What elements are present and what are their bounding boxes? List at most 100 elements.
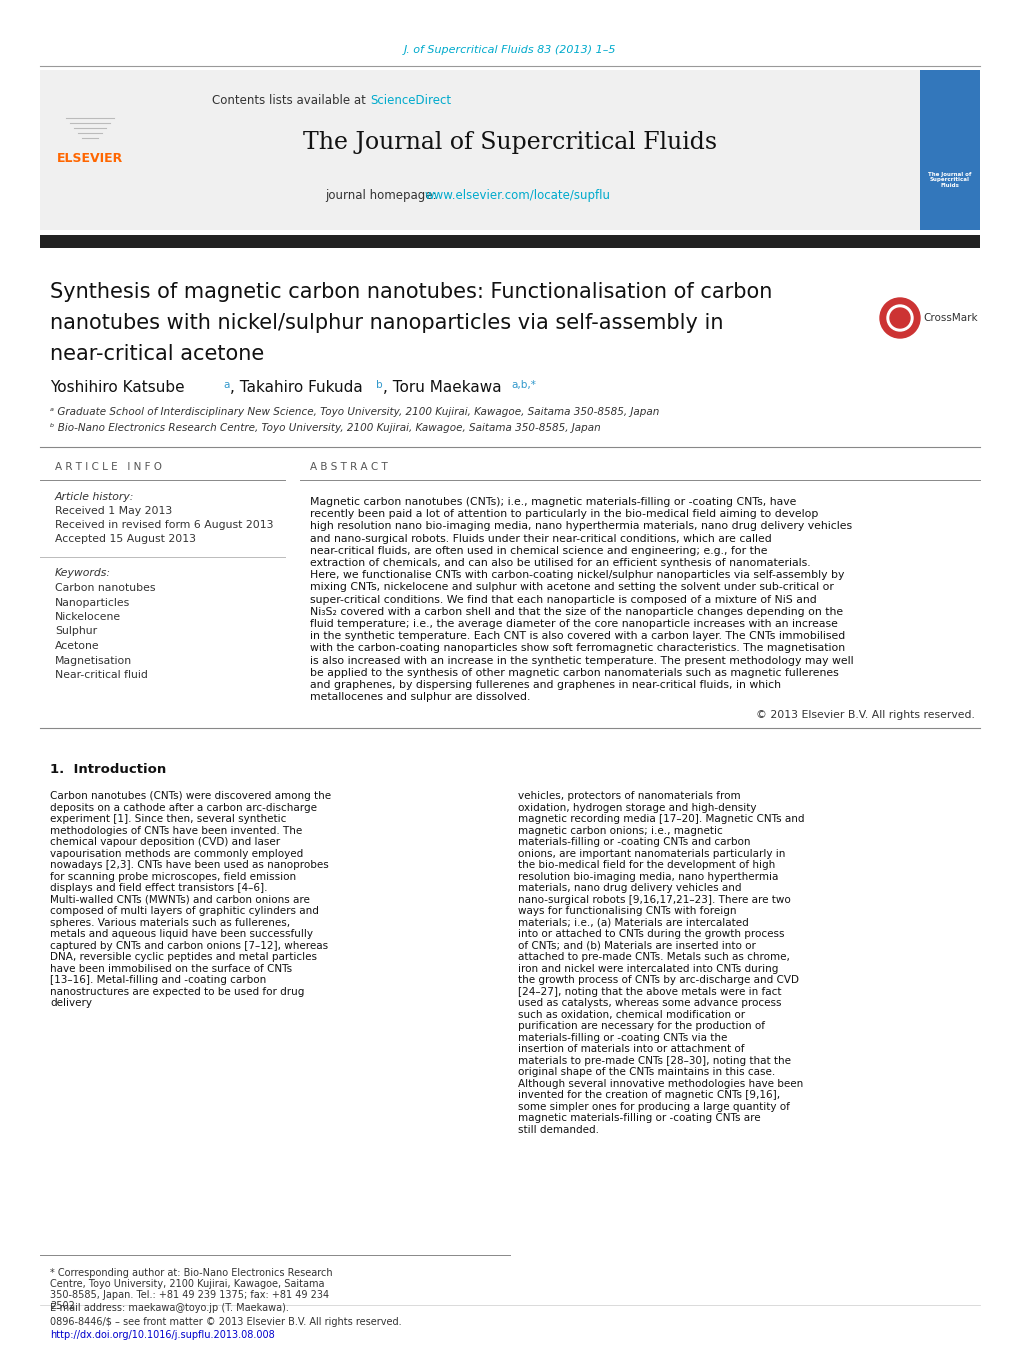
Bar bbox=[40, 235, 979, 249]
Text: metals and aqueous liquid have been successfully: metals and aqueous liquid have been succ… bbox=[50, 929, 313, 939]
Text: oxidation, hydrogen storage and high-density: oxidation, hydrogen storage and high-den… bbox=[518, 802, 756, 813]
Text: Received 1 May 2013: Received 1 May 2013 bbox=[55, 507, 172, 516]
Text: and graphenes, by dispersing fullerenes and graphenes in near-critical fluids, i: and graphenes, by dispersing fullerenes … bbox=[310, 680, 781, 690]
Text: ᵃ Graduate School of Interdisciplinary New Science, Toyo University, 2100 Kujira: ᵃ Graduate School of Interdisciplinary N… bbox=[50, 407, 658, 417]
Text: be applied to the synthesis of other magnetic carbon nanomaterials such as magne: be applied to the synthesis of other mag… bbox=[310, 667, 838, 678]
Text: Synthesis of magnetic carbon nanotubes: Functionalisation of carbon: Synthesis of magnetic carbon nanotubes: … bbox=[50, 282, 771, 303]
Text: materials; i.e., (a) Materials are intercalated: materials; i.e., (a) Materials are inter… bbox=[518, 917, 748, 928]
Text: iron and nickel were intercalated into CNTs during: iron and nickel were intercalated into C… bbox=[518, 963, 777, 974]
Text: 1.  Introduction: 1. Introduction bbox=[50, 763, 166, 777]
Text: chemical vapour deposition (CVD) and laser: chemical vapour deposition (CVD) and las… bbox=[50, 838, 280, 847]
Text: of CNTs; and (b) Materials are inserted into or: of CNTs; and (b) Materials are inserted … bbox=[518, 940, 755, 951]
Text: ELSEVIER: ELSEVIER bbox=[57, 153, 123, 165]
Text: Article history:: Article history: bbox=[55, 492, 135, 503]
Text: spheres. Various materials such as fullerenes,: spheres. Various materials such as fulle… bbox=[50, 917, 289, 928]
Text: delivery: delivery bbox=[50, 998, 92, 1008]
Text: magnetic recording media [17–20]. Magnetic CNTs and: magnetic recording media [17–20]. Magnet… bbox=[518, 815, 804, 824]
Text: with the carbon-coating nanoparticles show soft ferromagnetic characteristics. T: with the carbon-coating nanoparticles sh… bbox=[310, 643, 845, 654]
Text: experiment [1]. Since then, several synthetic: experiment [1]. Since then, several synt… bbox=[50, 815, 286, 824]
Text: ScienceDirect: ScienceDirect bbox=[370, 93, 450, 107]
Text: in the synthetic temperature. Each CNT is also covered with a carbon layer. The : in the synthetic temperature. Each CNT i… bbox=[310, 631, 845, 642]
Text: Sulphur: Sulphur bbox=[55, 627, 97, 636]
Text: 0896-8446/$ – see front matter © 2013 Elsevier B.V. All rights reserved.: 0896-8446/$ – see front matter © 2013 El… bbox=[50, 1317, 401, 1327]
Text: displays and field effect transistors [4–6].: displays and field effect transistors [4… bbox=[50, 884, 267, 893]
Circle shape bbox=[887, 305, 912, 331]
Text: materials-filling or -coating CNTs and carbon: materials-filling or -coating CNTs and c… bbox=[518, 838, 750, 847]
Text: www.elsevier.com/locate/supflu: www.elsevier.com/locate/supflu bbox=[425, 189, 610, 201]
Text: Multi-walled CNTs (MWNTs) and carbon onions are: Multi-walled CNTs (MWNTs) and carbon oni… bbox=[50, 894, 310, 905]
Text: J. of Supercritical Fluids 83 (2013) 1–5: J. of Supercritical Fluids 83 (2013) 1–5 bbox=[404, 45, 615, 55]
Text: Near-critical fluid: Near-critical fluid bbox=[55, 670, 148, 680]
Text: 350-8585, Japan. Tel.: +81 49 239 1375; fax: +81 49 234: 350-8585, Japan. Tel.: +81 49 239 1375; … bbox=[50, 1290, 329, 1300]
Text: http://dx.doi.org/10.1016/j.supflu.2013.08.008: http://dx.doi.org/10.1016/j.supflu.2013.… bbox=[50, 1329, 274, 1340]
Text: [13–16]. Metal-filling and -coating carbon: [13–16]. Metal-filling and -coating carb… bbox=[50, 975, 266, 985]
Text: materials, nano drug delivery vehicles and: materials, nano drug delivery vehicles a… bbox=[518, 884, 741, 893]
Text: materials to pre-made CNTs [28–30], noting that the: materials to pre-made CNTs [28–30], noti… bbox=[518, 1056, 790, 1066]
Circle shape bbox=[890, 308, 909, 328]
Text: near-critical fluids, are often used in chemical science and engineering; e.g., : near-critical fluids, are often used in … bbox=[310, 546, 766, 555]
Text: such as oxidation, chemical modification or: such as oxidation, chemical modification… bbox=[518, 1011, 745, 1020]
Text: mixing CNTs, nickelocene and sulphur with acetone and setting the solvent under : mixing CNTs, nickelocene and sulphur wit… bbox=[310, 582, 834, 592]
Text: nowadays [2,3]. CNTs have been used as nanoprobes: nowadays [2,3]. CNTs have been used as n… bbox=[50, 861, 328, 870]
Text: ᵇ Bio-Nano Electronics Research Centre, Toyo University, 2100 Kujirai, Kawagoe, : ᵇ Bio-Nano Electronics Research Centre, … bbox=[50, 423, 600, 434]
Text: DNA, reversible cyclic peptides and metal particles: DNA, reversible cyclic peptides and meta… bbox=[50, 952, 317, 962]
Text: nano-surgical robots [9,16,17,21–23]. There are two: nano-surgical robots [9,16,17,21–23]. Th… bbox=[518, 894, 790, 905]
Text: magnetic carbon onions; i.e., magnetic: magnetic carbon onions; i.e., magnetic bbox=[518, 825, 722, 836]
Text: composed of multi layers of graphitic cylinders and: composed of multi layers of graphitic cy… bbox=[50, 907, 319, 916]
Text: Contents lists available at: Contents lists available at bbox=[212, 93, 370, 107]
Text: for scanning probe microscopes, field emission: for scanning probe microscopes, field em… bbox=[50, 871, 296, 882]
Text: purification are necessary for the production of: purification are necessary for the produ… bbox=[518, 1021, 764, 1031]
Text: invented for the creation of magnetic CNTs [9,16],: invented for the creation of magnetic CN… bbox=[518, 1090, 780, 1101]
Text: Magnetic carbon nanotubes (CNTs); i.e., magnetic materials-filling or -coating C: Magnetic carbon nanotubes (CNTs); i.e., … bbox=[310, 497, 796, 507]
Text: b: b bbox=[376, 380, 382, 390]
Text: journal homepage:: journal homepage: bbox=[325, 189, 440, 201]
Text: high resolution nano bio-imaging media, nano hyperthermia materials, nano drug d: high resolution nano bio-imaging media, … bbox=[310, 521, 851, 531]
Text: materials-filling or -coating CNTs via the: materials-filling or -coating CNTs via t… bbox=[518, 1034, 727, 1043]
Text: vapourisation methods are commonly employed: vapourisation methods are commonly emplo… bbox=[50, 848, 303, 859]
Text: nanotubes with nickel/sulphur nanoparticles via self-assembly in: nanotubes with nickel/sulphur nanopartic… bbox=[50, 313, 722, 332]
Text: Carbon nanotubes: Carbon nanotubes bbox=[55, 584, 155, 593]
Text: the bio-medical field for the development of high: the bio-medical field for the developmen… bbox=[518, 861, 774, 870]
Text: magnetic materials-filling or -coating CNTs are: magnetic materials-filling or -coating C… bbox=[518, 1113, 760, 1124]
Text: Although several innovative methodologies have been: Although several innovative methodologie… bbox=[518, 1079, 803, 1089]
Text: Magnetisation: Magnetisation bbox=[55, 655, 132, 666]
Text: extraction of chemicals, and can also be utilised for an efficient synthesis of : extraction of chemicals, and can also be… bbox=[310, 558, 810, 567]
Text: metallocenes and sulphur are dissolved.: metallocenes and sulphur are dissolved. bbox=[310, 692, 530, 703]
Text: some simpler ones for producing a large quantity of: some simpler ones for producing a large … bbox=[518, 1102, 789, 1112]
Text: A B S T R A C T: A B S T R A C T bbox=[310, 462, 387, 471]
Text: The Journal of
Supercritical
Fluids: The Journal of Supercritical Fluids bbox=[927, 172, 971, 188]
Bar bbox=[40, 70, 919, 230]
Text: used as catalysts, whereas some advance process: used as catalysts, whereas some advance … bbox=[518, 998, 781, 1008]
Text: and nano-surgical robots. Fluids under their near-critical conditions, which are: and nano-surgical robots. Fluids under t… bbox=[310, 534, 771, 543]
Text: The Journal of Supercritical Fluids: The Journal of Supercritical Fluids bbox=[303, 131, 716, 154]
Text: Nanoparticles: Nanoparticles bbox=[55, 597, 130, 608]
Text: 2502.: 2502. bbox=[50, 1301, 77, 1310]
Text: near-critical acetone: near-critical acetone bbox=[50, 345, 264, 363]
Text: E-mail address: maekawa@toyo.jp (T. Maekawa).: E-mail address: maekawa@toyo.jp (T. Maek… bbox=[50, 1302, 288, 1313]
Text: onions, are important nanomaterials particularly in: onions, are important nanomaterials part… bbox=[518, 848, 785, 859]
Text: [24–27], noting that the above metals were in fact: [24–27], noting that the above metals we… bbox=[518, 986, 781, 997]
Text: Nickelocene: Nickelocene bbox=[55, 612, 121, 621]
Text: Acetone: Acetone bbox=[55, 640, 100, 651]
Text: recently been paid a lot of attention to particularly in the bio-medical field a: recently been paid a lot of attention to… bbox=[310, 509, 817, 519]
Text: insertion of materials into or attachment of: insertion of materials into or attachmen… bbox=[518, 1044, 744, 1054]
Text: Yoshihiro Katsube: Yoshihiro Katsube bbox=[50, 381, 184, 396]
Text: Keywords:: Keywords: bbox=[55, 567, 111, 578]
Text: Carbon nanotubes (CNTs) were discovered among the: Carbon nanotubes (CNTs) were discovered … bbox=[50, 792, 331, 801]
Text: resolution bio-imaging media, nano hyperthermia: resolution bio-imaging media, nano hyper… bbox=[518, 871, 777, 882]
Text: into or attached to CNTs during the growth process: into or attached to CNTs during the grow… bbox=[518, 929, 784, 939]
Text: attached to pre-made CNTs. Metals such as chrome,: attached to pre-made CNTs. Metals such a… bbox=[518, 952, 789, 962]
Text: have been immobilised on the surface of CNTs: have been immobilised on the surface of … bbox=[50, 963, 291, 974]
Text: still demanded.: still demanded. bbox=[518, 1125, 598, 1135]
Text: nanostructures are expected to be used for drug: nanostructures are expected to be used f… bbox=[50, 986, 304, 997]
Text: ways for functionalising CNTs with foreign: ways for functionalising CNTs with forei… bbox=[518, 907, 736, 916]
Text: * Corresponding author at: Bio-Nano Electronics Research: * Corresponding author at: Bio-Nano Elec… bbox=[50, 1269, 332, 1278]
Text: a,b,*: a,b,* bbox=[511, 380, 535, 390]
Text: original shape of the CNTs maintains in this case.: original shape of the CNTs maintains in … bbox=[518, 1067, 774, 1077]
Text: the growth process of CNTs by arc-discharge and CVD: the growth process of CNTs by arc-discha… bbox=[518, 975, 798, 985]
Text: is also increased with an increase in the synthetic temperature. The present met: is also increased with an increase in th… bbox=[310, 655, 853, 666]
Text: fluid temperature; i.e., the average diameter of the core nanoparticle increases: fluid temperature; i.e., the average dia… bbox=[310, 619, 837, 630]
Circle shape bbox=[879, 299, 919, 338]
Text: , Takahiro Fukuda: , Takahiro Fukuda bbox=[229, 381, 363, 396]
Text: , Toru Maekawa: , Toru Maekawa bbox=[382, 381, 501, 396]
